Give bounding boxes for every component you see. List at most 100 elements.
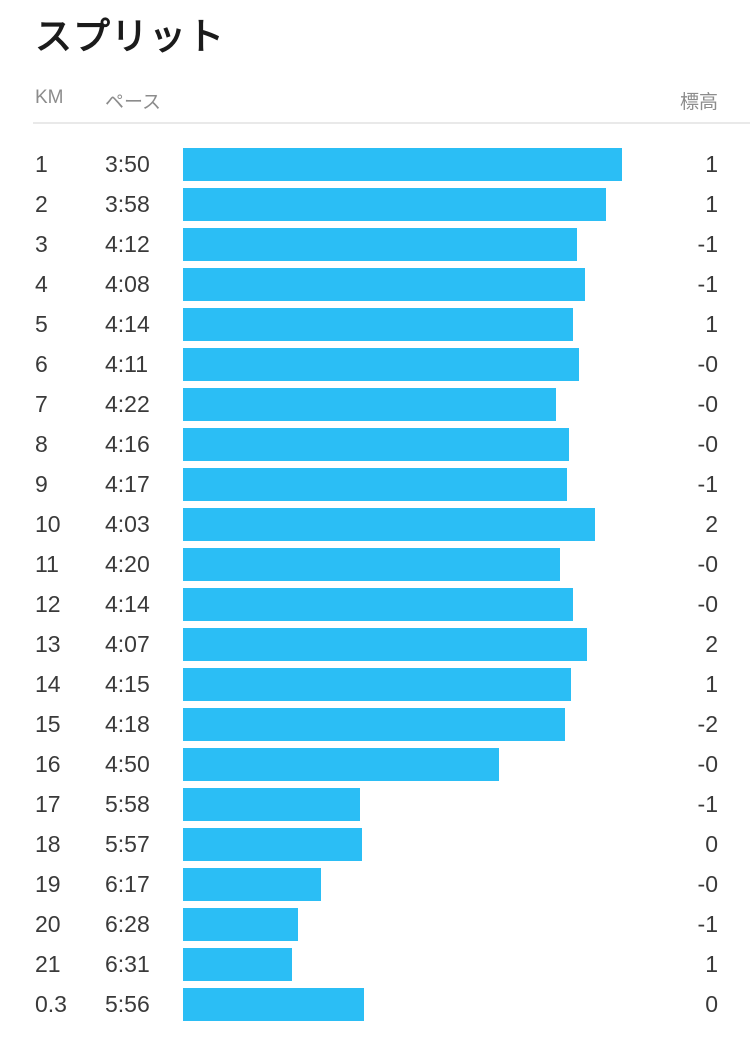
elevation-label: -0 [697, 551, 718, 577]
split-bar [183, 908, 298, 941]
pace-label: 4:50 [105, 751, 150, 777]
elevation-label: -1 [697, 911, 718, 937]
split-bar [183, 948, 292, 981]
elevation-label: 0 [705, 991, 718, 1017]
elevation-label: -1 [697, 791, 718, 817]
pace-label: 6:31 [105, 951, 150, 977]
table-row: 13 4:07 2 [0, 624, 750, 664]
elevation-label: -0 [697, 391, 718, 417]
km-label: 4 [35, 271, 48, 297]
table-row: 16 4:50 -0 [0, 744, 750, 784]
km-label: 15 [35, 711, 61, 737]
split-bar [183, 428, 569, 461]
table-row: 3 4:12 -1 [0, 224, 750, 264]
km-label: 5 [35, 311, 48, 337]
elevation-label: 0 [705, 831, 718, 857]
elevation-label: 1 [705, 311, 718, 337]
pace-label: 4:15 [105, 671, 150, 697]
split-bar [183, 188, 606, 221]
pace-label: 4:07 [105, 631, 150, 657]
table-row: 6 4:11 -0 [0, 344, 750, 384]
elevation-label: 1 [705, 951, 718, 977]
split-bar [183, 748, 499, 781]
pace-label: 4:14 [105, 591, 150, 617]
km-label: 20 [35, 911, 61, 937]
pace-label: 6:28 [105, 911, 150, 937]
splits-table: 1 3:50 1 2 3:58 1 3 4:12 -1 4 4:08 -1 5 … [0, 144, 750, 1024]
km-label: 17 [35, 791, 61, 817]
table-row: 2 3:58 1 [0, 184, 750, 224]
table-row: 11 4:20 -0 [0, 544, 750, 584]
km-label: 3 [35, 231, 48, 257]
table-row: 14 4:15 1 [0, 664, 750, 704]
elevation-label: -1 [697, 471, 718, 497]
table-row: 10 4:03 2 [0, 504, 750, 544]
km-label: 8 [35, 431, 48, 457]
split-bar [183, 588, 573, 621]
table-row: 15 4:18 -2 [0, 704, 750, 744]
km-label: 1 [35, 151, 48, 177]
elevation-label: -2 [697, 711, 718, 737]
header-divider [33, 122, 750, 124]
table-row: 17 5:58 -1 [0, 784, 750, 824]
pace-label: 5:57 [105, 831, 150, 857]
table-row: 7 4:22 -0 [0, 384, 750, 424]
table-row: 4 4:08 -1 [0, 264, 750, 304]
pace-label: 4:03 [105, 511, 150, 537]
split-bar [183, 548, 560, 581]
split-bar [183, 868, 321, 901]
pace-label: 4:12 [105, 231, 150, 257]
pace-label: 4:08 [105, 271, 150, 297]
elevation-label: 2 [705, 631, 718, 657]
split-bar [183, 468, 567, 501]
split-bar [183, 308, 573, 341]
split-bar [183, 348, 579, 381]
table-header: KM ペース 標高 [0, 87, 750, 113]
km-label: 9 [35, 471, 48, 497]
elevation-label: -0 [697, 751, 718, 777]
split-bar [183, 708, 565, 741]
elevation-label: 1 [705, 151, 718, 177]
elevation-label: 1 [705, 191, 718, 217]
split-bar [183, 628, 587, 661]
split-bar [183, 228, 577, 261]
pace-label: 5:58 [105, 791, 150, 817]
km-label: 10 [35, 511, 61, 537]
km-label: 7 [35, 391, 48, 417]
km-label: 6 [35, 351, 48, 377]
pace-label: 4:17 [105, 471, 150, 497]
km-label: 11 [35, 551, 59, 577]
table-row: 0.3 5:56 0 [0, 984, 750, 1024]
km-label: 19 [35, 871, 61, 897]
elevation-label: 2 [705, 511, 718, 537]
page-title: スプリット [35, 16, 225, 57]
split-bar [183, 788, 360, 821]
split-bar [183, 148, 622, 181]
header-km: KM [35, 87, 64, 108]
pace-label: 4:18 [105, 711, 150, 737]
table-row: 20 6:28 -1 [0, 904, 750, 944]
km-label: 14 [35, 671, 61, 697]
elevation-label: -0 [697, 351, 718, 377]
table-row: 8 4:16 -0 [0, 424, 750, 464]
split-bar [183, 668, 571, 701]
pace-label: 4:20 [105, 551, 150, 577]
table-row: 21 6:31 1 [0, 944, 750, 984]
header-pace: ペース [105, 92, 162, 113]
elevation-label: -1 [697, 231, 718, 257]
km-label: 12 [35, 591, 61, 617]
elevation-label: -0 [697, 871, 718, 897]
table-row: 19 6:17 -0 [0, 864, 750, 904]
pace-label: 4:22 [105, 391, 150, 417]
elevation-label: -0 [697, 591, 718, 617]
split-bar [183, 268, 585, 301]
split-bar [183, 828, 362, 861]
pace-label: 4:14 [105, 311, 150, 337]
km-label: 16 [35, 751, 61, 777]
table-row: 5 4:14 1 [0, 304, 750, 344]
elevation-label: -1 [697, 271, 718, 297]
table-row: 9 4:17 -1 [0, 464, 750, 504]
pace-label: 4:11 [105, 351, 149, 377]
split-bar [183, 388, 556, 421]
